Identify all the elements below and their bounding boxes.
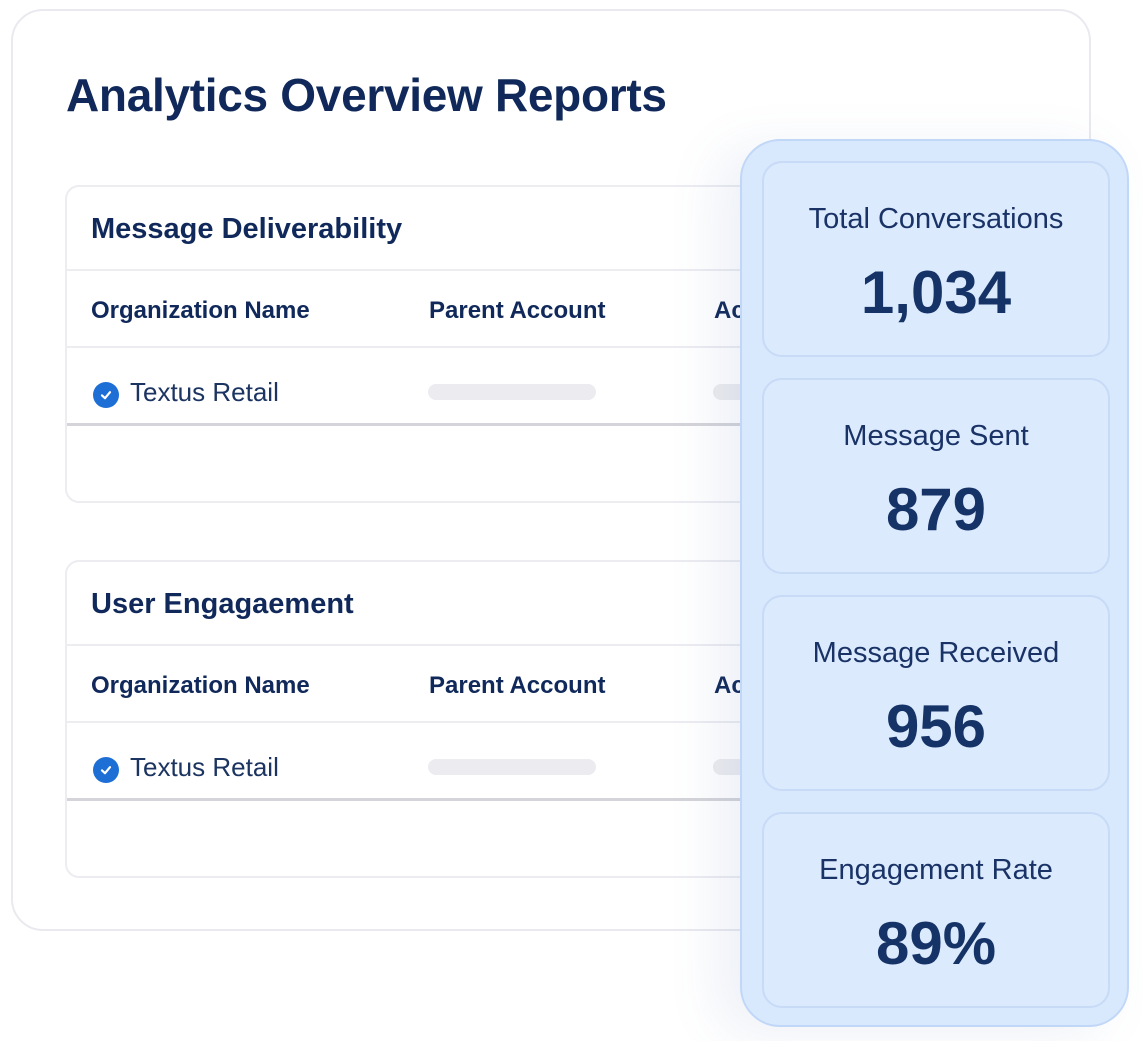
column-header-account[interactable]: Ac bbox=[714, 297, 745, 324]
parent-account-placeholder bbox=[428, 759, 596, 775]
stat-card-message-sent[interactable]: Message Sent 879 bbox=[762, 378, 1110, 574]
stats-panel: Total Conversations 1,034 Message Sent 8… bbox=[740, 139, 1129, 1027]
stat-label: Message Sent bbox=[843, 420, 1029, 452]
column-header-organization-name[interactable]: Organization Name bbox=[91, 672, 310, 699]
stat-value: 89% bbox=[875, 910, 997, 977]
organization-name-cell: Textus Retail bbox=[130, 377, 279, 407]
check-circle-icon bbox=[93, 382, 119, 408]
stat-card-total-conversations[interactable]: Total Conversations 1,034 bbox=[762, 161, 1110, 357]
check-circle-icon bbox=[93, 757, 119, 783]
column-header-organization-name[interactable]: Organization Name bbox=[91, 297, 310, 324]
stat-value: 956 bbox=[885, 693, 987, 760]
stat-card-engagement-rate[interactable]: Engagement Rate 89% bbox=[762, 812, 1110, 1008]
divider bbox=[67, 644, 783, 646]
divider bbox=[67, 346, 783, 348]
column-header-parent-account[interactable]: Parent Account bbox=[429, 297, 606, 324]
user-engagement-table: User Engagaement Organization Name Paren… bbox=[65, 560, 785, 878]
stat-value: 1,034 bbox=[860, 259, 1012, 326]
stat-card-message-received[interactable]: Message Received 956 bbox=[762, 595, 1110, 791]
parent-account-placeholder bbox=[428, 384, 596, 400]
divider bbox=[67, 721, 783, 723]
stat-value: 879 bbox=[885, 476, 987, 543]
table-title: User Engagaement bbox=[91, 588, 354, 620]
column-header-parent-account[interactable]: Parent Account bbox=[429, 672, 606, 699]
message-deliverability-table: Message Deliverability Organization Name… bbox=[65, 185, 785, 503]
divider bbox=[67, 269, 783, 271]
stat-label: Message Received bbox=[812, 637, 1060, 669]
row-divider bbox=[67, 423, 783, 426]
page-title: Analytics Overview Reports bbox=[66, 69, 667, 121]
organization-name-cell: Textus Retail bbox=[130, 752, 279, 782]
stat-label: Total Conversations bbox=[808, 203, 1064, 235]
column-header-account[interactable]: Ac bbox=[714, 672, 745, 699]
stat-label: Engagement Rate bbox=[819, 854, 1053, 886]
row-divider bbox=[67, 798, 783, 801]
table-title: Message Deliverability bbox=[91, 213, 403, 245]
